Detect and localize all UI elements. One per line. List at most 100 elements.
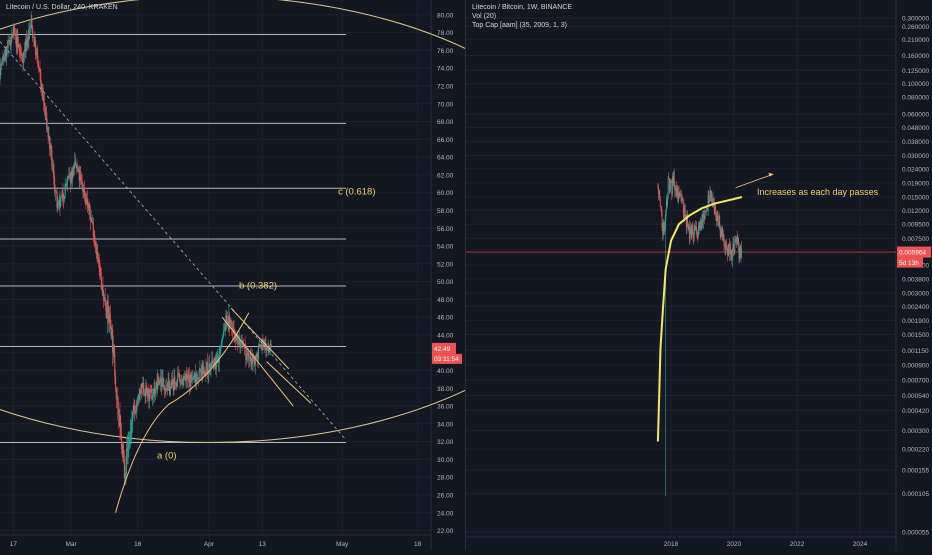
candle-body [226,315,228,322]
candle-body [705,208,707,213]
candle-body [223,330,225,336]
candle-body [37,63,40,68]
candle-body [261,340,263,349]
candle-body [213,362,215,366]
candle-body [245,347,247,361]
candle-body [679,195,681,197]
candle-body [81,180,83,188]
candle-body [123,458,125,479]
channel-extension-line[interactable] [266,361,312,404]
candle-body [714,205,716,210]
candle-body [1,59,3,65]
candle-body [60,195,63,197]
ltcbtc-price-tick-label: 0.001900 [902,318,929,325]
candle-body [141,383,143,389]
candle-body [63,198,65,200]
curved-support-line[interactable] [115,312,250,513]
candle-body [669,184,671,193]
candle-body [665,200,667,212]
candle-body [41,87,43,92]
candle-body [703,213,705,215]
growth-arrow-line[interactable] [735,173,774,189]
candle-body [733,250,735,252]
candle-body [194,373,197,384]
candle-body [15,34,17,48]
candle-body [210,364,212,368]
candle-body [171,379,174,385]
candle-body [189,374,191,387]
last-price-label: 0.005964 [899,250,926,257]
candle-body [251,364,253,366]
candle-body [100,271,102,278]
candle-body [170,381,172,387]
candle-body [188,375,190,379]
candle-body [130,431,132,433]
candle-body [66,178,68,185]
candle-body [722,228,724,237]
candle-body [661,206,662,214]
candle-body [263,340,265,347]
top-cap-curve[interactable] [656,196,743,442]
ltcbtc-price-tick-label: 0.048000 [902,125,929,132]
ltcusd-price-axis[interactable]: 80.00 78.00 76.00 74.00 72.00 70.00 68.00 66.00… [437,12,454,535]
candle-body [180,380,182,385]
candle-body [707,194,709,211]
candle-body [237,334,239,345]
ltcbtc-price-tick-label: 0.007500 [902,236,929,243]
candle-body [179,374,181,381]
candle-body [164,390,166,391]
last-price-label: 42.49 [434,346,451,353]
ltcusd-channel[interactable] [115,307,312,513]
pane-divider[interactable] [465,0,466,550]
candle-body [83,187,85,197]
candle-body [198,371,200,380]
candle-body [126,448,128,451]
countdown-tag-bg [432,353,462,364]
annotation-increases: Increases as each day passes [757,187,879,197]
ltcusd-time-axis[interactable]: 17 Mar 16 Apr 13 May 18 [10,541,422,548]
candle-body [47,127,49,138]
channel-lower-line[interactable] [221,316,294,407]
candle-body [129,432,131,438]
candle-body [147,388,149,397]
ltcbtc-price-tick-label: 0.001500 [902,332,929,339]
candle-body [77,168,80,172]
candle-body [140,383,142,394]
candle-body [94,236,96,242]
candle-body [698,225,700,229]
ltcusd-price-tick-label: 46.00 [437,315,454,322]
candle-body [694,226,696,230]
candle-body [235,338,237,342]
candle-body [62,191,64,199]
candle-body [684,205,685,218]
candle-body [730,246,732,255]
channel-upper-line[interactable] [230,307,290,370]
countdown-label: 03:11:54 [434,356,459,363]
ltcusd-price-tick-label: 64.00 [437,155,454,162]
dashed-trendline[interactable] [0,41,347,441]
candle-body [254,362,256,365]
candle-body [229,315,231,329]
chart-pane-ltcbtc[interactable]: 0.300000 0.260000 0.210000 0.160000 0.125000… [466,0,932,550]
candle-body [683,213,685,218]
candle-body [676,185,678,193]
candle-body [739,251,741,260]
ltcbtc-time-axis[interactable]: 2018 2020 2022 2024 [664,541,868,548]
fib-circle[interactable] [0,0,609,443]
candle-body [739,247,741,252]
candle-body [247,352,249,356]
candle-body [11,33,13,40]
candle-body [34,40,36,47]
ltcusd-grid [0,0,431,535]
ltcusd-chart-svg[interactable]: 80.00 78.00 76.00 74.00 72.00 70.00 68.00 66.00… [0,0,609,550]
annotation-a-0: a (0) [157,451,177,462]
candle-body [673,172,675,186]
candle-body [110,325,112,336]
candle-body [86,199,88,206]
candle-body [716,213,718,221]
ltcusd-time-tick-label: 16 [134,541,142,548]
chart-pane-ltcusd[interactable]: 80.00 78.00 76.00 74.00 72.00 70.00 68.00 66.00… [0,0,609,550]
candle-body [706,208,708,209]
